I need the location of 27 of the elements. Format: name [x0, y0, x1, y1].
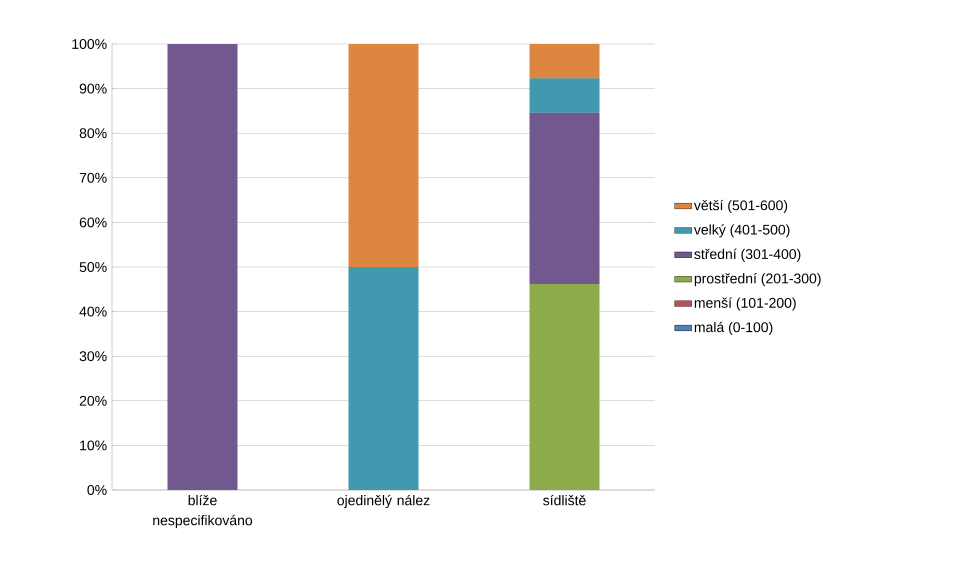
bar [530, 44, 600, 78]
y-tick-label: 90% [80, 84, 107, 94]
legend-label: střední (301-400) [694, 248, 800, 262]
y-tick-label: 60% [80, 217, 107, 228]
y-tick-label: 100% [72, 39, 107, 49]
bar [348, 267, 419, 490]
y-tick-label: 0% [87, 485, 107, 495]
legend-label: velký (401-500) [694, 224, 790, 238]
bar [348, 44, 419, 268]
legend-label: menší (101-200) [694, 297, 796, 311]
y-tick-label: 20% [80, 396, 107, 406]
y-tick-label: 10% [80, 440, 107, 450]
bar [530, 284, 600, 490]
y-tick-label: 80% [80, 128, 107, 138]
bar [168, 44, 238, 490]
y-tick-label: 50% [80, 262, 107, 272]
legend-label: malá (0-100) [694, 322, 772, 335]
y-tick-label: 70% [80, 172, 107, 183]
y-tick-label: 30% [80, 351, 107, 362]
x-tick-label: sídliště [543, 494, 586, 506]
y-tick-label: 40% [79, 306, 107, 317]
bar [530, 112, 600, 284]
legend-label: větší (501-600) [694, 200, 788, 214]
x-tick-label: blíže nespecifikováno [153, 494, 252, 528]
x-tick-label: ojedinělý nález [337, 494, 430, 508]
legend-label: prostřední (201-300) [694, 272, 821, 286]
bar [530, 78, 600, 113]
